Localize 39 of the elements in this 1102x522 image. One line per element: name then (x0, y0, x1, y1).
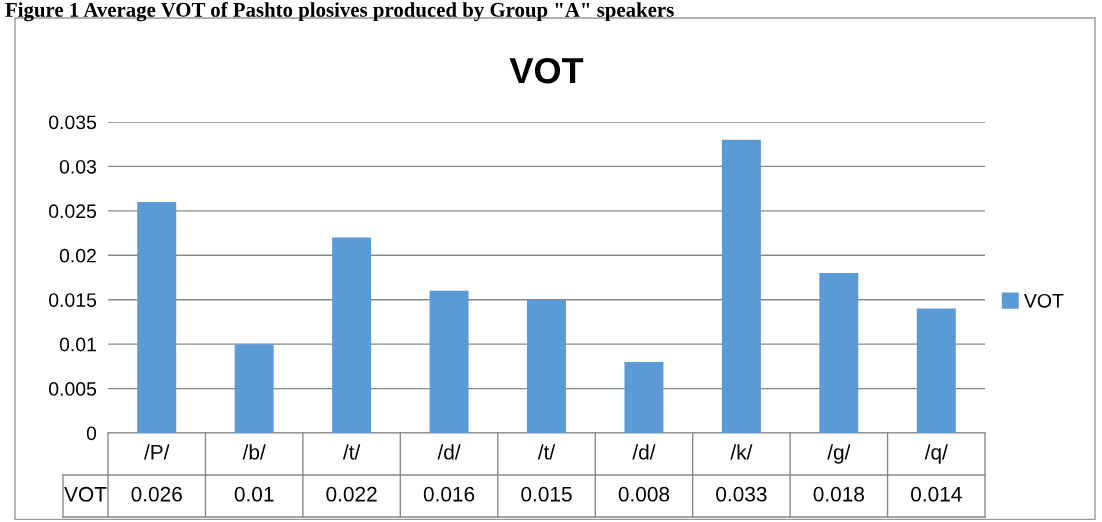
data-label: 0.01 (234, 486, 274, 502)
data-label: 0.008 (618, 486, 670, 502)
bar (721, 139, 761, 433)
data-label: 0.015 (521, 486, 572, 502)
data-label: 0.018 (813, 486, 864, 502)
x-tick-label: /t/ (342, 444, 361, 460)
data-label: 0.026 (131, 486, 182, 502)
y-tick-label: 0.02 (59, 248, 96, 263)
data-label: 0.016 (423, 486, 475, 502)
x-tick-label: /d/ (437, 444, 461, 460)
bar (429, 290, 469, 433)
y-tick-label: 0.025 (48, 204, 97, 219)
caption: Figure 1 Average VOT of Pashto plosives produced by Group "A" speakers (5, 2, 674, 22)
x-tick-label: /g/ (827, 444, 851, 464)
data-label: 0.014 (911, 486, 962, 502)
y-tick-label: 0.005 (48, 382, 97, 396)
bar (819, 273, 859, 433)
x-tick-label: /P/ (143, 444, 170, 460)
bar (332, 237, 372, 433)
data-label: 0.022 (326, 486, 377, 502)
y-tick-label: 0.03 (59, 159, 97, 174)
y-tick-label: 0.01 (59, 337, 96, 352)
legend-label: VOT (1023, 293, 1064, 308)
x-tick-label: /b/ (242, 444, 266, 460)
x-tick-label: /k/ (730, 444, 753, 460)
y-tick-label: 0.035 (48, 115, 97, 130)
data-label: 0.033 (716, 486, 767, 502)
x-tick-label: /q/ (924, 444, 948, 464)
bar (624, 361, 664, 433)
bar (527, 299, 566, 433)
x-tick-label: /d/ (632, 444, 656, 460)
y-tick-label: 0.015 (48, 293, 97, 307)
bar (137, 201, 177, 433)
x-tick-label: /t/ (537, 444, 556, 460)
text: VOT (64, 486, 107, 502)
chart-title: VOT (509, 57, 584, 84)
bar (916, 308, 956, 433)
y-tick-label: 0 (86, 426, 97, 441)
bar (234, 344, 274, 433)
